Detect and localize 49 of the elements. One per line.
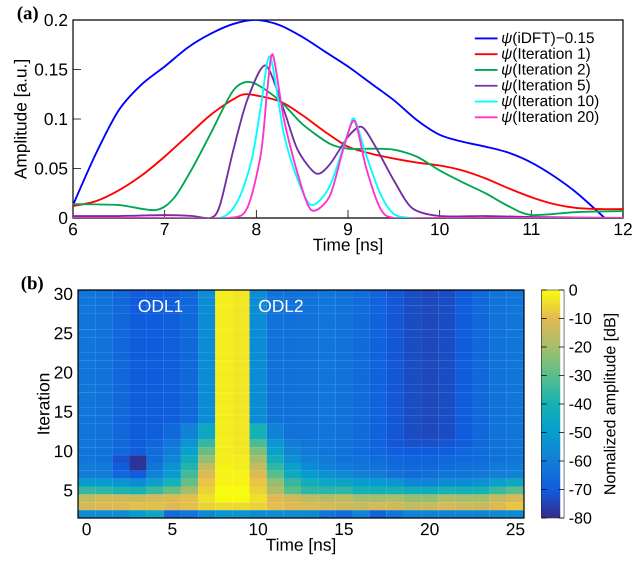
x-tick-label: 8 bbox=[252, 223, 260, 236]
color-bar-label: -30 bbox=[569, 370, 592, 382]
y-tick-label: 25 bbox=[54, 327, 72, 340]
y-tick-label: 0.05 bbox=[34, 162, 68, 175]
y-tick-label: 10 bbox=[55, 445, 72, 458]
x-axis-title: Time [ns] bbox=[266, 538, 336, 554]
annotation: ODL2 bbox=[259, 300, 303, 312]
x-tick-label: 7 bbox=[160, 223, 169, 235]
y-tick-label: 0.2 bbox=[44, 14, 68, 26]
color-bar-label: -10 bbox=[569, 312, 592, 324]
y-axis-title: Iteration bbox=[36, 374, 50, 434]
y-axis-title: Amplitude [a.u.] bbox=[14, 60, 30, 180]
y-tick-label: 0 bbox=[58, 212, 68, 224]
color-bar-label: -50 bbox=[569, 426, 592, 438]
y-tick-label: 0.1 bbox=[44, 112, 68, 126]
legend-label: ψ(iDFT)−0.15 bbox=[502, 32, 594, 46]
y-tick-label: 20 bbox=[54, 366, 72, 379]
x-tick-label: 12 bbox=[614, 223, 632, 236]
color-bar-title: Nomalized amplitude [dB] bbox=[604, 314, 619, 494]
x-tick-label: 0 bbox=[82, 523, 91, 536]
color-bar-label: 0 bbox=[569, 284, 578, 296]
legend-label: ψ(Iteration 2) bbox=[502, 63, 590, 78]
color-bar-label: -80 bbox=[569, 512, 592, 524]
chart-title: (a) bbox=[18, 6, 38, 24]
x-tick-label: 11 bbox=[524, 223, 540, 235]
legend-label: ψ(Iteration 1) bbox=[502, 48, 590, 62]
color-bar-label: -40 bbox=[569, 398, 592, 410]
legend-label: ψ(Iteration 5) bbox=[502, 79, 590, 94]
color-bar-label: -70 bbox=[569, 484, 592, 496]
x-tick-label: 25 bbox=[506, 523, 524, 536]
annotation: ODL1 bbox=[138, 300, 182, 312]
y-tick-label: 0.15 bbox=[34, 63, 68, 76]
x-tick-label: 6 bbox=[69, 223, 78, 236]
y-tick-label: 5 bbox=[64, 484, 72, 497]
legend-label: ψ(Iteration 10) bbox=[502, 94, 598, 110]
x-tick-label: 20 bbox=[420, 523, 439, 536]
x-tick-label: 10 bbox=[431, 223, 449, 236]
x-tick-label: 15 bbox=[336, 523, 353, 536]
color-bar-label: -20 bbox=[569, 341, 592, 353]
chart-title: (b) bbox=[22, 276, 43, 294]
x-tick-label: 9 bbox=[344, 223, 352, 236]
x-tick-label: 10 bbox=[250, 523, 268, 536]
color-bar-label: -60 bbox=[569, 455, 592, 467]
y-tick-label: 30 bbox=[54, 288, 72, 300]
legend-label: ψ(Iteration 20) bbox=[502, 110, 598, 126]
line-series bbox=[73, 20, 606, 218]
x-tick-label: 5 bbox=[168, 523, 176, 536]
y-tick-label: 15 bbox=[55, 406, 72, 418]
x-axis-title: Time [ns] bbox=[313, 238, 382, 254]
